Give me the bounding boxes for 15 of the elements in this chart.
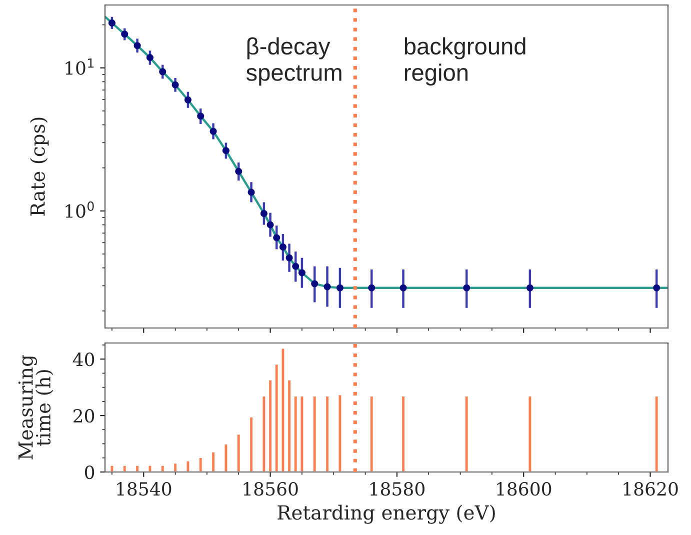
annotation: background region: [404, 37, 526, 86]
y-axis-title: Rate (cps): [30, 118, 49, 216]
y-axis-title: Measuring time (h): [18, 355, 54, 460]
y-tick-label: 40: [72, 352, 94, 366]
x-tick-label: 18540: [117, 482, 172, 496]
x-axis-title: Retarding energy (eV): [278, 504, 495, 524]
x-tick-label: 18560: [244, 482, 298, 496]
y-tick-label: 10$^{1}$: [66, 58, 94, 75]
annotation: β-decay spectrum: [246, 37, 342, 86]
x-tick-label: 18580: [370, 482, 424, 496]
y-tick-label: 20: [74, 409, 94, 423]
x-tick-label: 18600: [497, 482, 552, 496]
y-tick-label: 0: [84, 465, 94, 480]
y-tick-label: 10$^{0}$: [66, 201, 94, 218]
x-tick-label: 18620: [624, 482, 678, 496]
